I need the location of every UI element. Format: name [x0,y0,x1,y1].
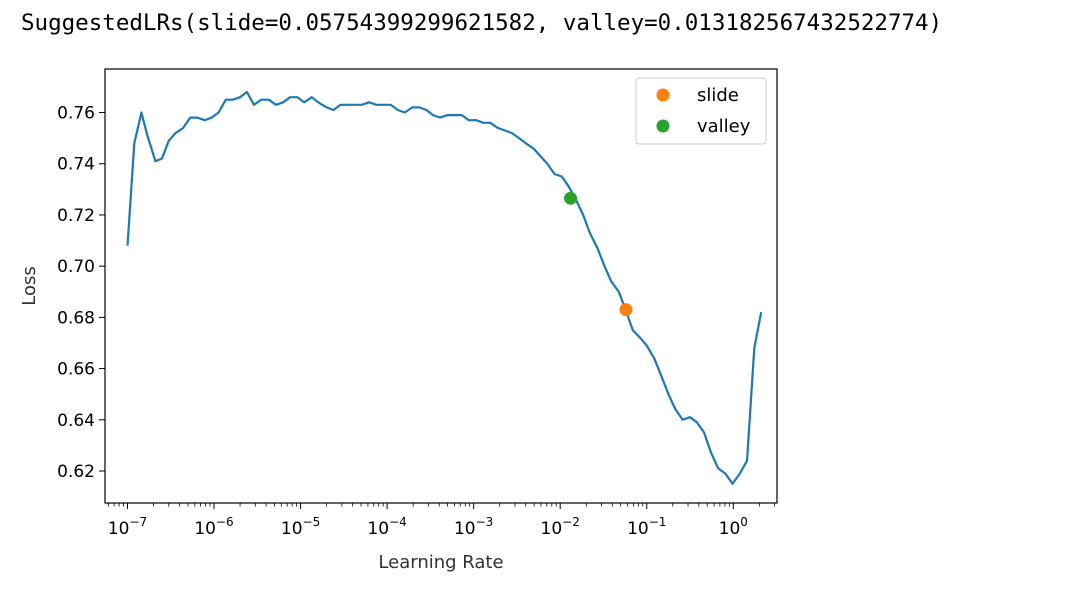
plot-frame [104,68,778,504]
legend-valley-marker [656,119,670,133]
legend: slide valley [635,77,767,145]
x-axis-label: Learning Rate [378,552,503,573]
output-text: SuggestedLRs(slide=0.05754399299621582, … [21,10,943,36]
x-tick-label: 10−1 [627,515,666,539]
x-tick-label: 10−6 [194,515,233,539]
y-tick-label: 0.64 [57,411,95,431]
x-tick-label: 100 [719,515,748,539]
legend-slide-label: slide [697,85,739,106]
loss-series-line [126,90,763,485]
y-tick-label: 0.68 [57,308,95,328]
x-tick-label: 10−5 [281,515,320,539]
y-tick-label: 0.72 [57,206,95,226]
legend-slide-marker [656,88,670,102]
x-tick-label: 10−4 [367,515,406,539]
y-tick-label: 0.74 [57,155,95,175]
y-tick-label: 0.70 [57,257,95,277]
x-tick-label: 10−2 [541,515,580,539]
slide-point [619,303,633,317]
x-tick-label: 10−7 [108,515,147,539]
valley-point [564,191,578,205]
legend-valley-label: valley [697,116,751,137]
y-tick-label: 0.66 [57,360,95,380]
y-tick-label: 0.62 [57,462,95,482]
y-tick-label: 0.76 [57,104,95,124]
x-tick-label: 10−3 [454,515,493,539]
y-axis-label: Loss [19,266,40,305]
